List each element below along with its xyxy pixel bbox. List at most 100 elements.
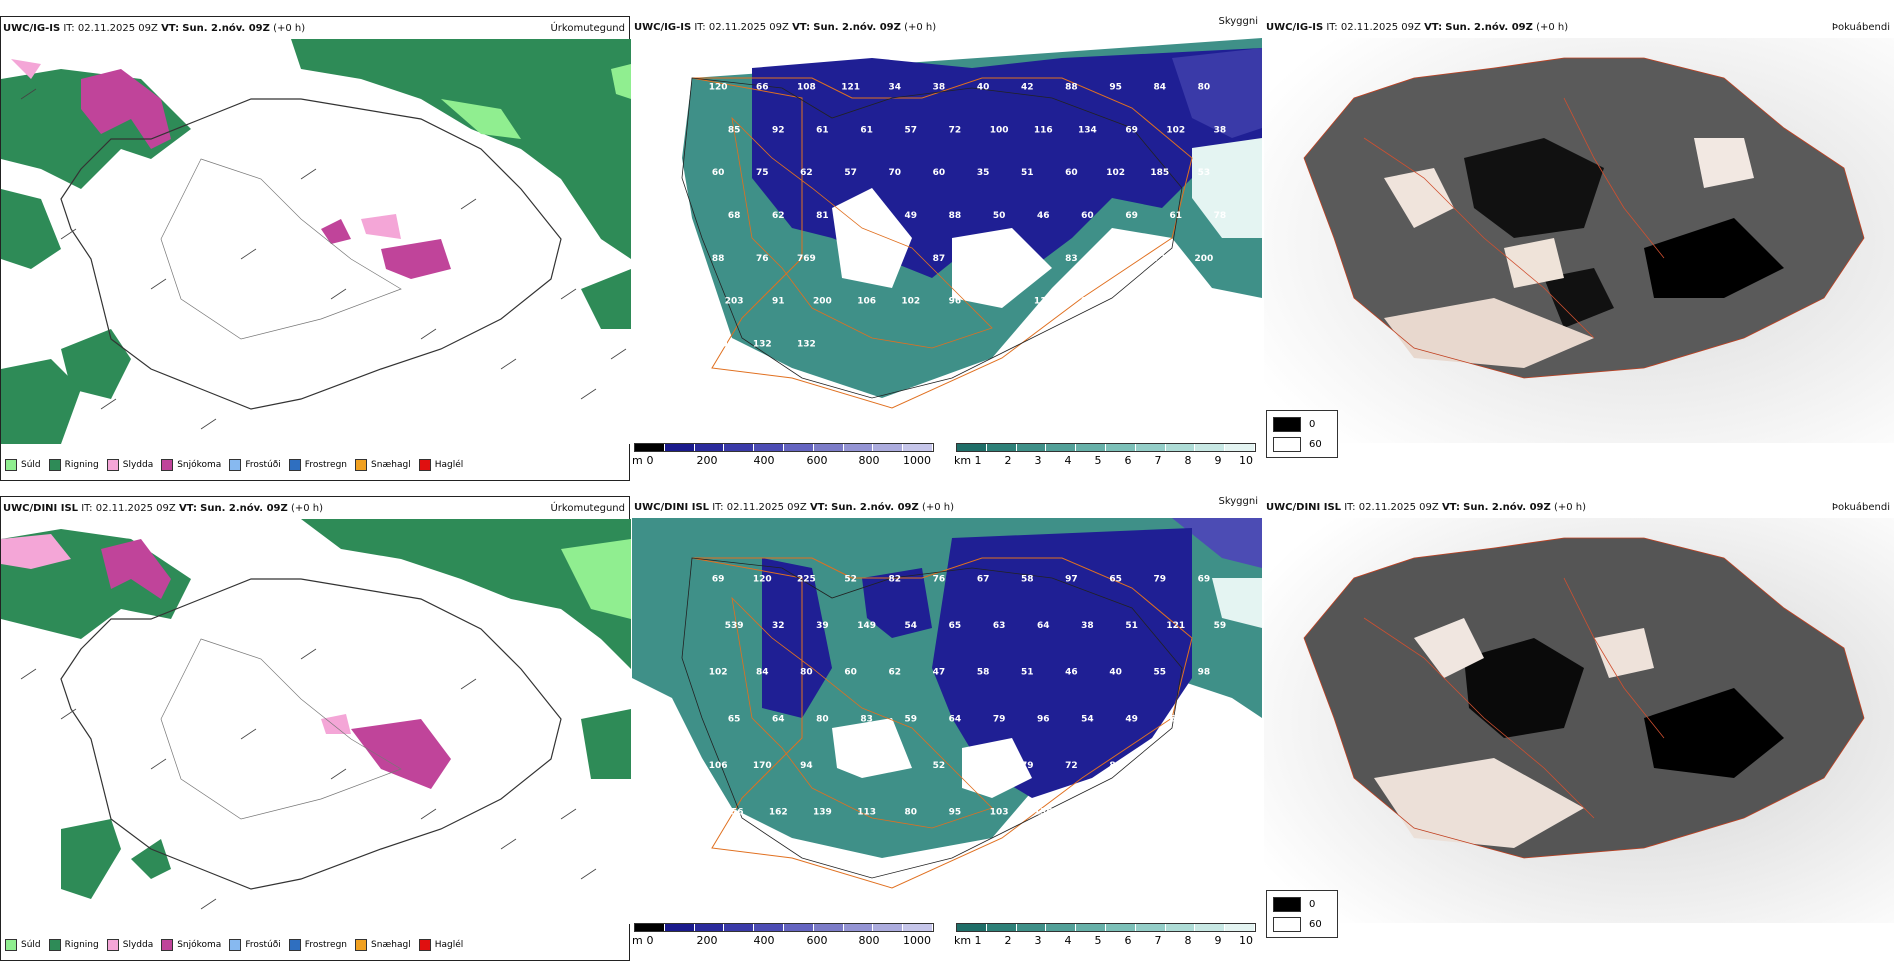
height-unit: m (632, 454, 643, 467)
legend-item-sudl: Súld (5, 939, 41, 951)
fog-legend-row: 0 (1273, 417, 1315, 432)
visibility-value-label: 106 (709, 761, 728, 771)
visibility-value-label: 64 (949, 714, 962, 724)
legend-item-rigning: Rigning (48, 939, 99, 951)
visibility-value-label: 40 (977, 82, 990, 92)
visibility-value-label: 38 (1125, 297, 1138, 307)
legend-item-sudl: Súld (5, 459, 41, 471)
cb-cell (754, 444, 784, 451)
swatch (229, 459, 242, 471)
visibility-value-label: 52 (844, 574, 857, 584)
tick: 6 (1124, 454, 1132, 467)
cb-cell (843, 444, 874, 451)
visibility-value-label: 97 (844, 761, 857, 771)
legend-item-snjokoma: Snjókoma (161, 939, 221, 951)
cb-cell (1135, 444, 1166, 451)
visibility-value-label: 94 (800, 761, 813, 771)
visibility-value-label: 38 (933, 82, 946, 92)
vt-label: VT: (809, 502, 828, 513)
km-colorbar-strip (956, 443, 1256, 452)
visibility-value-label: 72 (1065, 761, 1078, 771)
visibility-value-label: 85 (728, 125, 741, 135)
legend-label: Snæhagl (371, 940, 411, 950)
panel-visibility-bottom: UWC/DINI ISL IT: 02.11.2025 09Z VT: Sun.… (632, 496, 1262, 961)
visibility-value-label: 46 (1037, 211, 1050, 221)
cb-cell (1076, 924, 1106, 931)
visibility-value-label: 81 (816, 211, 829, 221)
panel-visibility-top: UWC/IG-IS IT: 02.11.2025 09Z VT: Sun. 2.… (632, 16, 1262, 481)
visibility-value-label: 139 (813, 808, 832, 818)
it-label: IT: (1344, 502, 1356, 513)
visibility-value-label: 102 (901, 297, 920, 307)
legend-label: Snæhagl (371, 460, 411, 470)
visibility-value-label: 52 (933, 761, 946, 771)
visibility-value-label: 60 (844, 668, 857, 678)
visibility-value-label: 61 (860, 125, 873, 135)
visibility-value-label: 98 (1198, 668, 1211, 678)
visibility-value-label: 62 (800, 168, 813, 178)
visibility-value-label: 97 (1065, 574, 1078, 584)
visibility-value-label: 88 (712, 254, 725, 264)
tick: 0 (646, 934, 654, 947)
panel-title: Þokuábendi (1831, 22, 1890, 33)
visibility-value-label: 80 (1214, 297, 1227, 307)
cb-cell (903, 924, 933, 931)
precip-map (1, 519, 631, 924)
visibility-value-label: 35 (977, 168, 990, 178)
visibility-value-label: 53 (1198, 168, 1211, 178)
legend-item-snjokoma: Snjókoma (161, 459, 221, 471)
visibility-value-label: 51 (1125, 621, 1138, 631)
cb-cell (873, 924, 904, 931)
panel-header: UWC/DINI ISL IT: 02.11.2025 09Z VT: Sun.… (1, 501, 629, 517)
visibility-value-label: 38 (1081, 621, 1094, 631)
cb-cell (957, 444, 987, 451)
cb-cell (664, 924, 695, 931)
cb-cell (1135, 924, 1166, 931)
visibility-value-label: 96 (949, 297, 962, 307)
it-label: IT: (694, 22, 706, 33)
tick: 8 (1184, 454, 1192, 467)
legend-item-snaehagl: Snæhagl (355, 939, 411, 951)
visibility-value-label: 64 (772, 714, 785, 724)
legend-label: Snjókoma (177, 460, 222, 470)
visibility-value-label: 84 (1109, 761, 1122, 771)
visibility-value-label: 149 (857, 621, 876, 631)
km-colorbar: km 1 2 3 4 5 6 7 8 9 10 (954, 923, 1256, 953)
visibility-value-label: 57 (844, 168, 857, 178)
lead-time: (+0 h) (904, 22, 937, 33)
visibility-value-label: 32 (772, 621, 785, 631)
tick: 400 (753, 454, 775, 467)
vt-label: VT: (792, 22, 811, 33)
fog-legend-row: 60 (1273, 917, 1322, 932)
tick: 3 (1034, 934, 1042, 947)
visibility-value-label: 75 (756, 168, 769, 178)
km-colorbar-strip (956, 923, 1256, 932)
km-unit: km (954, 934, 972, 947)
vt-value: Sun. 2.nóv. 09Z (182, 23, 270, 34)
visibility-value-label: 95 (949, 808, 962, 818)
height-unit: m (632, 934, 643, 947)
tick: 2 (1004, 934, 1012, 947)
visibility-value-label: 120 (709, 82, 728, 92)
visibility-value-label: 113 (857, 808, 876, 818)
swatch (48, 939, 61, 951)
visibility-value-label: 108 (990, 297, 1009, 307)
tick: 10 (1239, 454, 1253, 467)
visibility-value-label: 84 (756, 668, 769, 678)
swatch (161, 459, 174, 471)
tick: 5 (1094, 454, 1102, 467)
tick: 800 (858, 934, 880, 947)
cb-cell (843, 924, 874, 931)
visibility-value-label: 162 (769, 808, 788, 818)
precip-type-legend: Súld Rigning Slydda Snjókoma Frostúði Fr… (5, 456, 463, 474)
legend-item-slydda: Slydda (106, 459, 154, 471)
cb-cell (754, 924, 784, 931)
cb-cell (813, 924, 844, 931)
visibility-value-label: 120 (753, 574, 772, 584)
visibility-value-label: 65 (889, 254, 902, 264)
it-value: 02.11.2025 09Z (726, 502, 807, 513)
legend-label: Súld (21, 460, 41, 470)
legend-item-frostregn: Frostregn (288, 939, 347, 951)
fog-map (1264, 38, 1894, 443)
legend-label: Slydda (122, 460, 154, 470)
